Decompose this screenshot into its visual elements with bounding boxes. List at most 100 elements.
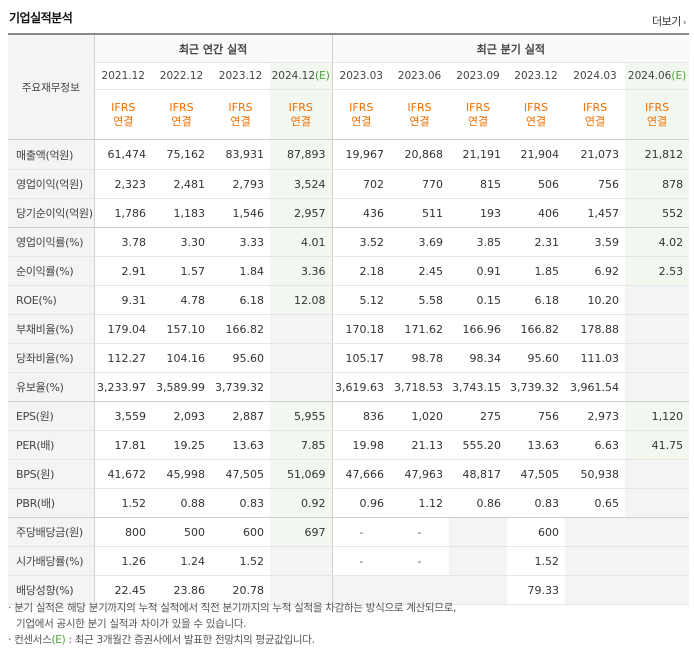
value-cell: 3,619.63 — [332, 372, 391, 402]
value-cell: 1.12 — [390, 488, 450, 518]
period-label: 2023.03 — [339, 70, 383, 82]
value-cell: 5.12 — [332, 285, 391, 315]
row-label: 영업이익률(%) — [8, 227, 95, 257]
value-cell: 21,812 — [625, 139, 690, 170]
period-header: 2022.12 — [152, 62, 211, 90]
more-label: 더보기 — [652, 15, 681, 28]
value-cell: 4.01 — [270, 227, 333, 257]
table-row: 당좌비율(%) 112.27 104.16 95.60 105.17 98.78 98.34… — [8, 343, 690, 373]
value-cell: 1.52 — [507, 546, 566, 576]
basis-consolidated: 연결 — [230, 114, 251, 128]
value-cell: 511 — [390, 198, 450, 228]
value-cell: 87,893 — [270, 139, 333, 170]
more-link[interactable]: 더보기 › — [652, 13, 687, 29]
value-cell: 1,020 — [390, 401, 450, 431]
value-cell: 3,739.32 — [507, 372, 566, 402]
row-label: EPS(원) — [8, 401, 95, 431]
footnote-3-suffix: : 최근 3개월간 증권사에서 발표한 전망치의 평균값입니다. — [65, 634, 315, 646]
value-cell: 0.91 — [449, 256, 508, 286]
value-cell: 600 — [211, 517, 270, 547]
period-label: 2023.09 — [456, 70, 500, 82]
basis-header: IFRS 연결 — [94, 89, 152, 140]
value-cell: 19.98 — [332, 430, 391, 460]
table-row: 주당배당금(원) 800 500 600 697- -600 — [8, 517, 690, 547]
value-cell — [625, 314, 690, 344]
value-cell: 770 — [390, 169, 450, 199]
value-cell: 2,323 — [94, 169, 152, 199]
value-cell: 1.57 — [152, 256, 211, 286]
table-row: 영업이익률(%) 3.78 3.30 3.33 4.01 3.52 3.69 3.85 2.31… — [8, 227, 690, 257]
basis-header: IFRS 연결 — [332, 89, 391, 140]
basis-ifrs: IFRS — [349, 100, 374, 114]
value-cell — [565, 575, 626, 605]
value-cell: 1.85 — [507, 256, 566, 286]
value-cell: 3.33 — [211, 227, 270, 257]
value-cell: 2,481 — [152, 169, 211, 199]
value-cell: 17.81 — [94, 430, 152, 460]
value-cell: 170.18 — [332, 314, 391, 344]
value-cell: 3,589.99 — [152, 372, 211, 402]
basis-consolidated: 연결 — [113, 114, 134, 128]
value-cell: 21,904 — [507, 139, 566, 170]
value-cell — [625, 285, 690, 315]
value-cell: 6.18 — [211, 285, 270, 315]
value-cell: 12.08 — [270, 285, 333, 315]
value-cell: 2.91 — [94, 256, 152, 286]
row-label: PER(배) — [8, 430, 95, 460]
basis-consolidated: 연결 — [351, 114, 372, 128]
value-cell: 45,998 — [152, 459, 211, 489]
value-cell — [332, 575, 391, 605]
value-cell: 47,666 — [332, 459, 391, 489]
value-cell: 4.02 — [625, 227, 690, 257]
value-cell: 47,963 — [390, 459, 450, 489]
value-cell: 702 — [332, 169, 391, 199]
value-cell — [565, 546, 626, 576]
value-cell: 2,957 — [270, 198, 333, 228]
value-cell: 0.65 — [565, 488, 626, 518]
row-label: BPS(원) — [8, 459, 95, 489]
value-cell: 166.82 — [211, 314, 270, 344]
basis-header: IFRS 연결 — [390, 89, 450, 140]
basis-header: IFRS 연결 — [625, 89, 690, 140]
table-row: BPS(원) 41,672 45,998 47,505 51,069 47,666 47,9… — [8, 459, 690, 489]
value-cell: 2,887 — [211, 401, 270, 431]
value-cell: 0.15 — [449, 285, 508, 315]
footnote-3-prefix: · 컨센서스 — [8, 634, 52, 646]
basis-ifrs: IFRS — [111, 100, 136, 114]
value-cell: 83,931 — [211, 139, 270, 170]
value-cell: 51,069 — [270, 459, 333, 489]
footnote-2: 기업에서 공시한 분기 실적과 차이가 있을 수 있습니다. — [16, 618, 247, 630]
value-cell: 555.20 — [449, 430, 508, 460]
value-cell — [270, 314, 333, 344]
value-cell: 3,559 — [94, 401, 152, 431]
value-cell: 6.18 — [507, 285, 566, 315]
basis-ifrs: IFRS — [582, 100, 608, 114]
value-cell: 2.31 — [507, 227, 566, 257]
value-cell: 21.13 — [390, 430, 450, 460]
value-cell: 21,073 — [565, 139, 626, 170]
basis-consolidated: 연결 — [290, 114, 311, 128]
value-cell — [390, 575, 450, 605]
basis-header: IFRS 연결 — [211, 89, 270, 140]
basis-consolidated: 연결 — [467, 114, 489, 128]
row-label: 순이익률(%) — [8, 256, 95, 286]
basis-ifrs: IFRS — [228, 100, 253, 114]
value-cell: 10.20 — [565, 285, 626, 315]
table-row: 부채비율(%) 179.04 157.10 166.82 170.18 171.62 166… — [8, 314, 690, 344]
value-cell: 19,967 — [332, 139, 391, 170]
value-cell — [449, 517, 508, 547]
period-label: 2024.12 — [271, 70, 316, 82]
row-label: 당좌비율(%) — [8, 343, 95, 373]
row-label: 주당배당금(원) — [8, 517, 95, 547]
value-cell: 75,162 — [152, 139, 211, 170]
value-cell: 800 — [94, 517, 152, 547]
row-label: 매출액(억원) — [8, 139, 95, 170]
value-cell: 95.60 — [211, 343, 270, 373]
basis-header: IFRS 연결 — [449, 89, 508, 140]
value-cell: 7.85 — [270, 430, 333, 460]
value-cell: 5,955 — [270, 401, 333, 431]
value-cell: 3.36 — [270, 256, 333, 286]
value-cell: 19.25 — [152, 430, 211, 460]
footnote-3: · 컨센서스(E) : 최근 3개월간 증권사에서 발표한 전망치의 평균값입니… — [8, 632, 456, 648]
value-cell: 111.03 — [565, 343, 626, 373]
